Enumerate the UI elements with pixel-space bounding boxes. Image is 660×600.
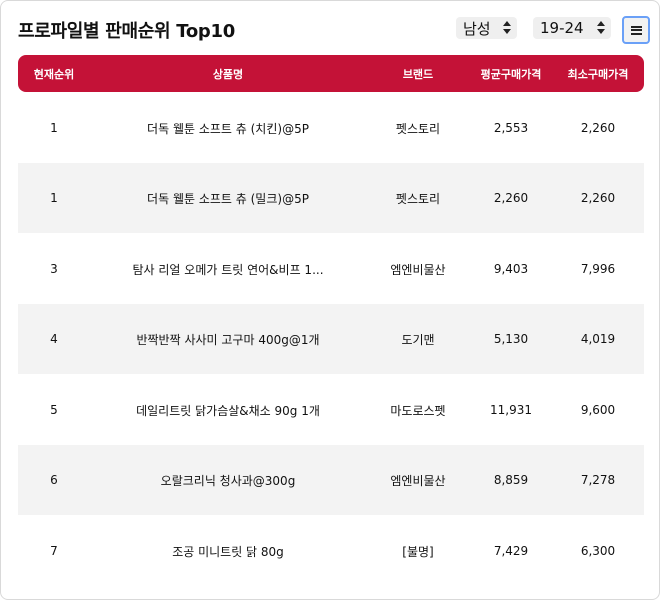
menu-button[interactable]	[622, 16, 650, 44]
product-cell: 반짝반짝 사사미 고구마 400g@1개	[136, 332, 320, 347]
table-row: 6 오랄크리닉 청사과@300g 엠엔비물산 8,859 7,278	[18, 445, 644, 515]
gender-select[interactable]: 남성	[456, 17, 517, 39]
column-header-avg-price: 평균구매가격	[480, 67, 542, 81]
table-row: 7 조공 미니트릿 닭 80g [불명] 7,429 6,300	[18, 516, 644, 586]
hamburger-menu-icon	[630, 25, 642, 35]
avg-price-cell: 5,130	[493, 332, 529, 346]
gender-select-value: 남성	[463, 19, 491, 38]
table-row: 1 더독 웰툰 소프트 츄 (치킨)@5P 펫스토리 2,553 2,260	[18, 93, 644, 163]
avg-price-cell: 2,260	[493, 191, 529, 205]
rank-cell: 5	[50, 403, 58, 417]
rank-cell: 6	[50, 473, 58, 487]
column-header-min-price: 최소구매가격	[567, 67, 629, 81]
brand-cell: 펫스토리	[395, 121, 441, 136]
rank-cell: 4	[50, 332, 58, 346]
brand-cell: 엠엔비물산	[390, 473, 446, 488]
column-header-product: 상품명	[212, 67, 244, 81]
min-price-cell: 6,300	[580, 544, 616, 558]
age-select-value: 19-24	[540, 19, 584, 37]
table-row: 1 더독 웰툰 소프트 츄 (밀크)@5P 펫스토리 2,260 2,260	[18, 163, 644, 233]
brand-cell: 엠엔비물산	[390, 262, 446, 277]
table-row: 4 반짝반짝 사사미 고구마 400g@1개 도기맨 5,130 4,019	[18, 304, 644, 374]
product-cell: 오랄크리닉 청사과@300g	[160, 473, 296, 488]
product-cell: 데일리트릿 닭가슴살&채소 90g 1개	[136, 403, 320, 418]
avg-price-cell: 7,429	[493, 544, 529, 558]
product-cell: 더독 웰툰 소프트 츄 (치킨)@5P	[147, 121, 309, 136]
avg-price-cell: 8,859	[493, 473, 529, 487]
table-header: 현재순위 상품명 브랜드 평균구매가격 최소구매가격	[18, 55, 644, 92]
min-price-cell: 7,278	[580, 473, 616, 487]
rank-cell: 3	[50, 262, 58, 276]
brand-cell: 마도로스펫	[390, 403, 446, 418]
select-arrows-icon	[501, 20, 513, 36]
min-price-cell: 7,996	[580, 262, 616, 276]
min-price-cell: 4,019	[580, 332, 616, 346]
min-price-cell: 2,260	[580, 191, 616, 205]
column-header-rank: 현재순위	[33, 67, 75, 81]
table-row: 5 데일리트릿 닭가슴살&채소 90g 1개 마도로스펫 11,931 9,60…	[18, 375, 644, 445]
product-cell: 탐사 리얼 오메가 트릿 연어&비프 1...	[132, 262, 324, 277]
min-price-cell: 2,260	[580, 121, 616, 135]
product-cell: 조공 미니트릿 닭 80g	[172, 544, 284, 559]
product-cell: 더독 웰툰 소프트 츄 (밀크)@5P	[147, 191, 309, 206]
brand-cell: 펫스토리	[395, 191, 441, 206]
page-title: 프로파일별 판매순위 Top10	[18, 21, 235, 42]
column-header-brand: 브랜드	[402, 67, 434, 81]
avg-price-cell: 9,403	[493, 262, 529, 276]
rank-cell: 7	[50, 544, 58, 558]
min-price-cell: 9,600	[580, 403, 616, 417]
brand-cell: 도기맨	[401, 332, 435, 347]
rank-cell: 1	[50, 121, 58, 135]
table-row: 3 탐사 리얼 오메가 트릿 연어&비프 1... 엠엔비물산 9,403 7,…	[18, 234, 644, 304]
avg-price-cell: 2,553	[493, 121, 529, 135]
rank-cell: 1	[50, 191, 58, 205]
select-arrows-icon	[595, 20, 607, 36]
brand-cell: [불명]	[402, 544, 434, 559]
avg-price-cell: 11,931	[490, 403, 532, 417]
age-select[interactable]: 19-24	[533, 17, 611, 39]
